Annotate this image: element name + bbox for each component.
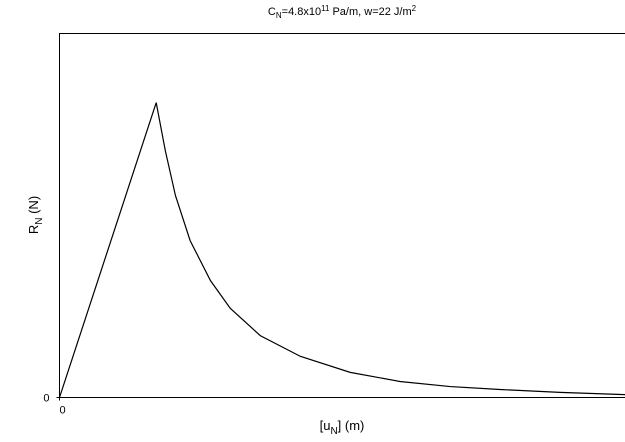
label-part: (N) bbox=[26, 196, 41, 218]
title-part: =4.8x10 bbox=[282, 6, 321, 18]
x-axis-label: [uN] (m) bbox=[320, 418, 365, 437]
title-part: Pa/m, w=22 J/m bbox=[329, 6, 411, 18]
y-axis-label: RN (N) bbox=[26, 196, 45, 234]
plot-frame bbox=[59, 33, 625, 398]
label-part: R bbox=[26, 225, 41, 234]
label-part: ] (m) bbox=[338, 418, 365, 433]
label-part: [u bbox=[320, 418, 331, 433]
label-part: N bbox=[34, 218, 45, 225]
chart-title: CN=4.8x1011 Pa/m, w=22 J/m2 bbox=[268, 4, 417, 20]
data-line bbox=[58, 102, 625, 398]
title-part: 11 bbox=[321, 4, 330, 13]
x-tick-label: 0 bbox=[59, 405, 65, 417]
title-part: N bbox=[276, 11, 282, 20]
title-part: 2 bbox=[412, 4, 417, 13]
label-part: N bbox=[330, 426, 337, 437]
title-part: C bbox=[268, 6, 276, 18]
y-tick-label: 0 bbox=[43, 393, 49, 405]
